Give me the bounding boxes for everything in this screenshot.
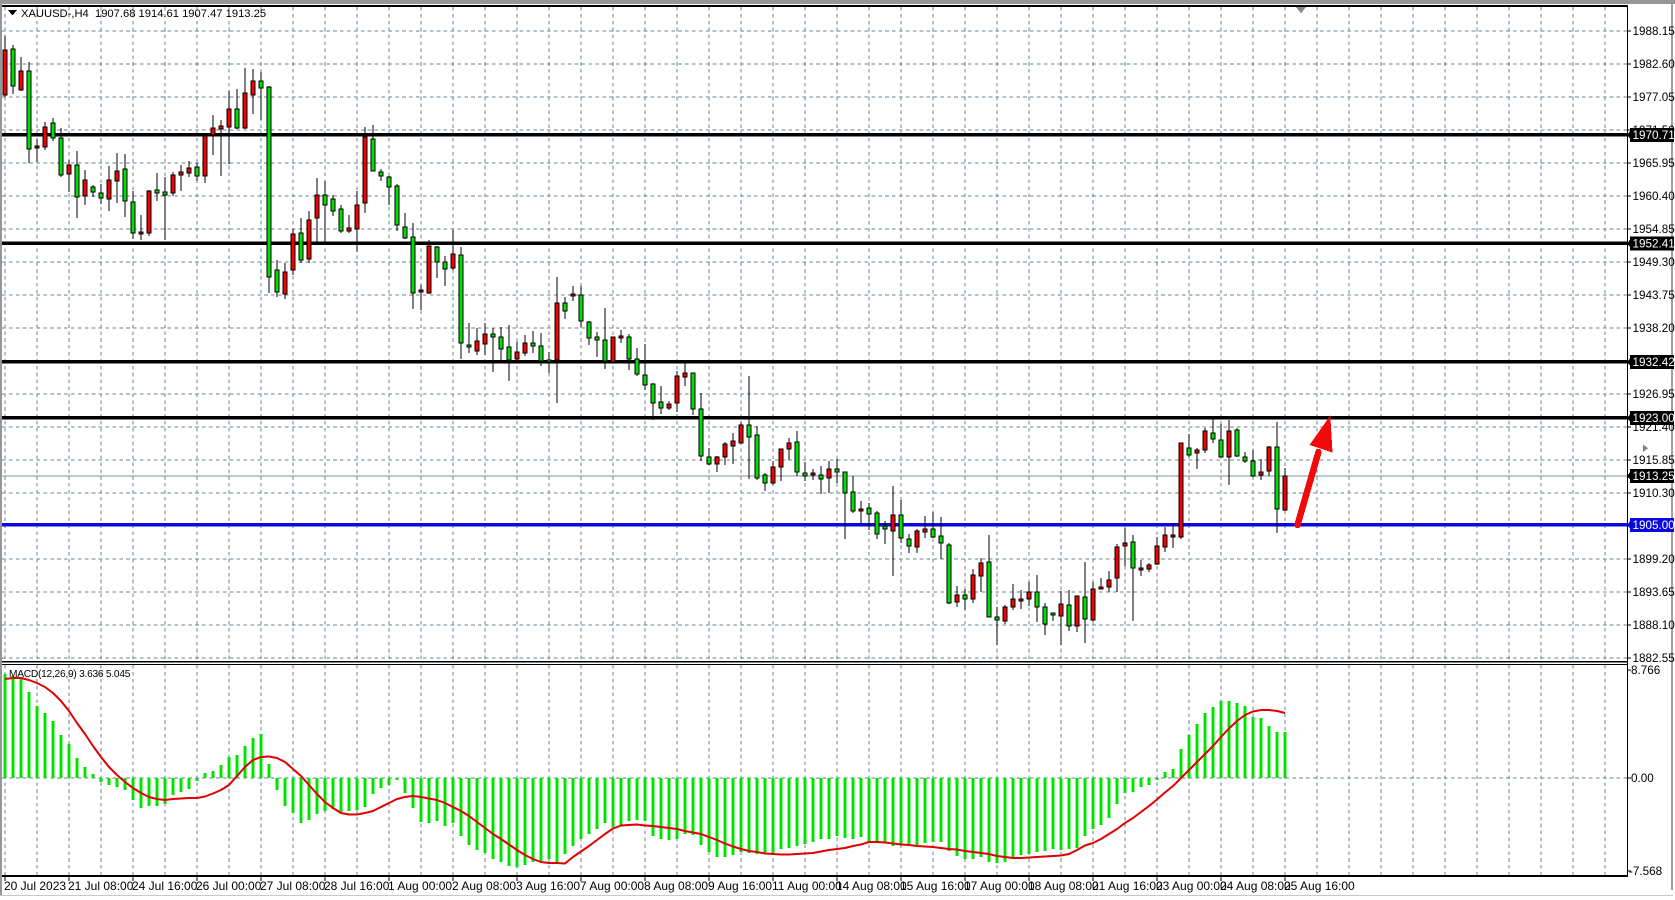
svg-text:21 Jul 08:00: 21 Jul 08:00 [68,879,134,893]
svg-text:26 Jul 00:00: 26 Jul 00:00 [196,879,262,893]
svg-text:1905.00: 1905.00 [1633,519,1675,532]
svg-text:1949.30: 1949.30 [1633,256,1675,269]
svg-text:1899.20: 1899.20 [1633,553,1675,566]
svg-text:1952.41: 1952.41 [1633,238,1675,251]
svg-text:17 Aug 00:00: 17 Aug 00:00 [964,879,1035,893]
svg-text:1970.71: 1970.71 [1633,129,1675,142]
svg-text:1965.95: 1965.95 [1633,157,1675,170]
svg-text:1982.60: 1982.60 [1633,58,1675,71]
svg-text:1926.95: 1926.95 [1633,388,1675,401]
svg-text:1954.85: 1954.85 [1633,223,1675,236]
svg-text:3 Aug 16:00: 3 Aug 16:00 [516,879,580,893]
svg-text:-7.568: -7.568 [1629,865,1662,878]
svg-text:1932.42: 1932.42 [1633,356,1675,369]
svg-text:MACD(12,26,9) 3.636 5.045: MACD(12,26,9) 3.636 5.045 [9,669,131,680]
svg-text:0.00: 0.00 [1631,772,1654,785]
svg-text:XAUUSD-,H4 1907.68 1914.61 19: XAUUSD-,H4 1907.68 1914.61 1907.47 1913.… [21,8,266,20]
svg-text:2 Aug 08:00: 2 Aug 08:00 [452,879,516,893]
svg-text:1923.00: 1923.00 [1633,412,1675,425]
svg-text:7 Aug 00:00: 7 Aug 00:00 [580,879,644,893]
svg-text:1 Aug 00:00: 1 Aug 00:00 [388,879,452,893]
svg-text:23 Aug 00:00: 23 Aug 00:00 [1156,879,1227,893]
svg-text:1977.05: 1977.05 [1633,91,1675,104]
svg-text:18 Aug 08:00: 18 Aug 08:00 [1028,879,1099,893]
svg-text:1960.40: 1960.40 [1633,190,1675,203]
svg-text:1988.15: 1988.15 [1633,25,1675,38]
svg-text:1893.65: 1893.65 [1633,586,1675,599]
svg-text:1910.30: 1910.30 [1633,487,1675,500]
svg-text:24 Aug 08:00: 24 Aug 08:00 [1220,879,1291,893]
svg-text:25 Aug 16:00: 25 Aug 16:00 [1284,879,1355,893]
svg-text:1938.20: 1938.20 [1633,322,1675,335]
svg-text:14 Aug 08:00: 14 Aug 08:00 [836,879,907,893]
svg-text:9 Aug 16:00: 9 Aug 16:00 [708,879,772,893]
svg-text:1882.55: 1882.55 [1633,652,1675,665]
svg-text:20 Jul 2023: 20 Jul 2023 [4,879,66,893]
svg-text:27 Jul 08:00: 27 Jul 08:00 [260,879,326,893]
svg-text:28 Jul 16:00: 28 Jul 16:00 [324,879,390,893]
svg-text:1915.85: 1915.85 [1633,454,1675,467]
svg-text:15 Aug 16:00: 15 Aug 16:00 [900,879,971,893]
svg-text:11 Aug 00:00: 11 Aug 00:00 [772,879,842,893]
svg-text:21 Aug 16:00: 21 Aug 16:00 [1092,879,1163,893]
svg-text:8 Aug 08:00: 8 Aug 08:00 [644,879,708,893]
svg-text:8.766: 8.766 [1631,664,1660,677]
svg-text:1943.75: 1943.75 [1633,289,1675,302]
svg-text:24 Jul 16:00: 24 Jul 16:00 [132,879,198,893]
svg-text:1913.25: 1913.25 [1633,470,1675,483]
svg-text:1888.10: 1888.10 [1633,619,1675,632]
